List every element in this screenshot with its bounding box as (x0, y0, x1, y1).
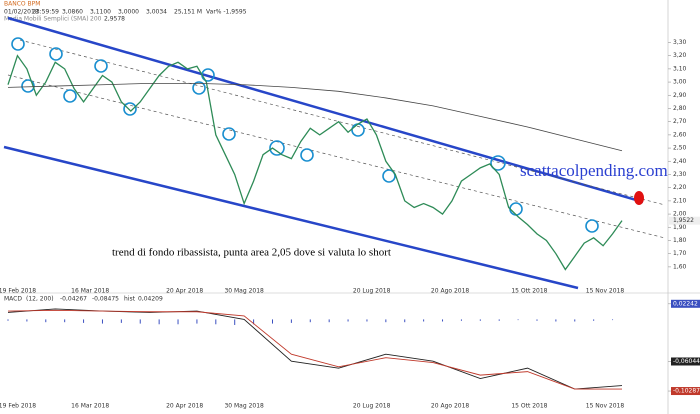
watermark: scattacolpending.com (520, 161, 668, 180)
y-tick-label: 1,90 (673, 224, 687, 231)
header-item: 23:59:59 (32, 9, 59, 16)
y-tick-label: 0,02242 (673, 300, 698, 307)
instrument-title: BANCO BPM (4, 1, 40, 8)
y-tick-label: 2,60 (673, 131, 687, 138)
x-tick-label: 20 Lug 2018 (353, 288, 391, 295)
target-marker (634, 191, 644, 205)
x-tick-label: 19 Feb 2018 (0, 288, 36, 295)
last-price-tag (668, 216, 700, 225)
y-tick-label: 2,00 (673, 211, 687, 218)
header-item: 01/02/2018 (4, 9, 39, 16)
y-tick-label: 3,00 (673, 79, 687, 86)
x-tick-label: 16 Mar 2018 (71, 403, 109, 410)
y-tick-tag (671, 387, 700, 396)
channel-midlines (7, 39, 666, 239)
macd-label: MACD (4, 296, 22, 303)
x-tick-label: 15 Ott 2018 (511, 288, 547, 295)
x-tick-label: 20 Lug 2018 (353, 403, 391, 410)
x-tick-label: 20 Ago 2018 (431, 288, 469, 295)
y-tick-label: 2,70 (673, 118, 687, 125)
y-tick-label: 2,40 (673, 158, 687, 165)
y-tick-label: 3,20 (673, 52, 687, 59)
y-tick-label: 2,20 (673, 184, 687, 191)
last-price-label: 1,9522 (673, 217, 694, 224)
macd-label: hist (124, 296, 136, 303)
series-line (7, 54, 623, 271)
y-tick-label: 2,30 (673, 171, 687, 178)
x-tick-label: 20 Apr 2018 (166, 288, 203, 295)
macd-label: -0,08475 (92, 296, 119, 303)
header-item: 3,0860 (62, 9, 83, 16)
x-tick-label: 15 Nov 2018 (586, 288, 625, 295)
x-tick-label: 15 Nov 2018 (586, 403, 625, 410)
x-tick-label: 15 Ott 2018 (511, 403, 547, 410)
indicator-label: Media Mobili Semplici (SMA) (4, 16, 89, 23)
header-item: 3,0000 (118, 9, 139, 16)
touch-circles (11, 37, 599, 233)
y-tick-label: 1,60 (673, 263, 687, 270)
y-tick-label: 2,10 (673, 197, 687, 204)
header-item: Var% -1,9595 (206, 9, 247, 16)
y-tick-label: -0,06044 (673, 358, 700, 365)
y-tick-label: 3,30 (673, 39, 687, 46)
channel (3, 16, 644, 290)
y-tick-label: 1,80 (673, 237, 687, 244)
y-tick-tag (671, 357, 700, 366)
x-tick-label: 30 Mag 2018 (224, 403, 264, 410)
y-tick-label: 1,70 (673, 250, 687, 257)
y-tick-label: 3,10 (673, 65, 687, 72)
y-tick-label: 2,90 (673, 92, 687, 99)
macd-label: (12, 200) (26, 296, 54, 303)
y-tick-label: 2,50 (673, 145, 687, 152)
header-item: 3,1100 (90, 9, 111, 16)
annotation: trend di fondo ribassista, punta area 2,… (112, 247, 391, 259)
x-tick-label: 20 Ago 2018 (431, 403, 469, 410)
macd-label: -0,04267 (60, 296, 87, 303)
x-tick-label: 16 Mar 2018 (71, 288, 109, 295)
macd-label: 0,04209 (138, 296, 163, 303)
indicator-label: 200 (90, 16, 102, 23)
y-tick-label: -0,10287 (673, 388, 700, 395)
x-tick-label: 20 Apr 2018 (166, 403, 203, 410)
y-tick-label: 2,80 (673, 105, 687, 112)
y-tick-tag (671, 299, 700, 308)
header-item: 3,0034 (146, 9, 167, 16)
x-tick-label: 19 Feb 2018 (0, 403, 36, 410)
series-line (7, 309, 622, 390)
header-item: 25,151 M (174, 9, 202, 16)
series-line (7, 83, 623, 152)
x-tick-label: 30 Mag 2018 (224, 288, 264, 295)
indicator-label: 2,9578 (104, 16, 125, 23)
